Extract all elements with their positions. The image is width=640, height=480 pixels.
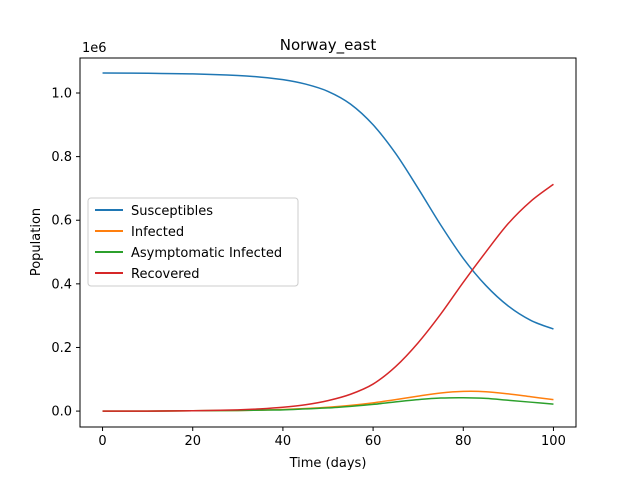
series-line-susceptibles (102, 72, 554, 330)
legend-label-asymptomatic-infected: Asymptomatic Infected (131, 246, 282, 261)
x-tick-label: 80 (455, 434, 472, 449)
x-tick-label: 60 (365, 434, 382, 449)
legend-box (87, 197, 299, 287)
legend-label-infected: Infected (131, 225, 184, 240)
plot-frame (79, 57, 577, 428)
y-tick-label: 0.4 (51, 277, 72, 292)
legend: Susceptibles Infected Asymptomatic Infecte… (87, 197, 299, 287)
x-tick-label: 100 (541, 434, 566, 449)
y-tick-label: 0.6 (51, 214, 72, 229)
x-tick-label: 0 (98, 434, 106, 449)
series-line-asymptomatic-infected (102, 396, 554, 412)
y-tick-label: 0.0 (51, 405, 72, 420)
y-tick-label: 0.8 (51, 150, 72, 165)
x-tick-label: 40 (275, 434, 292, 449)
y-tick-label: 1.0 (51, 86, 72, 101)
legend-label-susceptibles: Susceptibles (131, 204, 213, 219)
series-line-recovered (102, 183, 554, 412)
legend-label-recovered: Recovered (131, 267, 200, 282)
axis-ticks: 0 20 40 60 80 100 0.0 0.2 0.4 0.6 0.8 1.0 (51, 86, 566, 449)
y-offset-label: 1e6 (82, 41, 107, 56)
y-axis-label: Population (29, 208, 44, 276)
x-axis-label: Time (days) (289, 456, 367, 471)
x-tick-label: 20 (184, 434, 201, 449)
chart-title: Norway_east (280, 36, 377, 55)
y-tick-label: 0.2 (51, 341, 72, 356)
plot-series (102, 72, 554, 412)
